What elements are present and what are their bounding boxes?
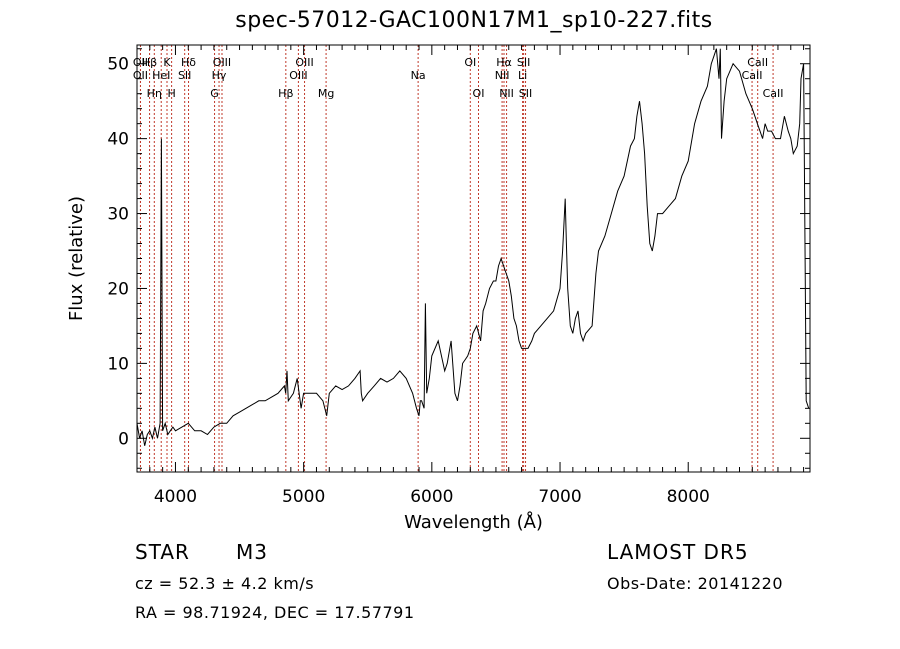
line-label: Hβ xyxy=(278,87,293,100)
line-label: SII xyxy=(517,56,530,69)
line-label: Hα xyxy=(496,56,512,69)
y-tick-label: 10 xyxy=(107,354,129,374)
line-label: CaII xyxy=(763,87,784,100)
line-label: OII xyxy=(133,69,148,82)
plot-frame xyxy=(136,44,811,473)
line-label: SII xyxy=(519,87,532,100)
axis-tick-labels: 4000 5000 6000 7000 8000 0 10 20 30 40 50 xyxy=(107,55,709,507)
line-label: SII xyxy=(178,69,191,82)
line-label: OI xyxy=(464,56,476,69)
spectral-line-markers xyxy=(139,45,774,472)
spectrum-line xyxy=(136,48,810,446)
line-label: HeI xyxy=(152,69,170,82)
line-label: Na xyxy=(411,69,426,82)
x-tick-label: 6000 xyxy=(410,487,453,507)
line-label: OII xyxy=(133,56,148,69)
line-label: CaII xyxy=(742,69,763,82)
redshift-velocity: cz = 52.3 ± 4.2 km/s xyxy=(135,574,315,593)
line-label: Hγ xyxy=(212,69,227,82)
y-tick-label: 20 xyxy=(107,279,129,299)
line-label: OI xyxy=(473,87,485,100)
line-label: Hη xyxy=(147,87,162,100)
line-label: K xyxy=(163,56,171,69)
line-label: NII xyxy=(495,69,510,82)
line-label: CaII xyxy=(747,56,768,69)
line-label: Hδ xyxy=(181,56,196,69)
coordinates: RA = 98.71924, DEC = 17.57791 xyxy=(135,603,415,622)
x-tick-label: 4000 xyxy=(154,487,197,507)
line-label: Mg xyxy=(318,87,334,100)
line-label: OIII xyxy=(295,56,313,69)
observation-date: Obs-Date: 20141220 xyxy=(607,574,784,593)
y-tick-label: 30 xyxy=(107,205,129,225)
axis-ticks xyxy=(137,45,810,472)
chart-title: spec-57012-GAC100N17M1_sp10-227.fits xyxy=(235,8,713,33)
x-tick-label: 7000 xyxy=(538,487,581,507)
y-axis-label: Flux (relative) xyxy=(66,196,87,321)
object-subclass: M3 xyxy=(236,540,268,564)
x-tick-label: 8000 xyxy=(667,487,710,507)
line-label: H xyxy=(167,87,175,100)
object-class: STAR xyxy=(135,540,190,564)
x-tick-label: 5000 xyxy=(282,487,325,507)
y-tick-label: 40 xyxy=(107,130,129,150)
y-tick-label: 50 xyxy=(107,55,129,75)
line-label: OIII xyxy=(213,56,231,69)
line-label: G xyxy=(210,87,219,100)
survey-name: LAMOST DR5 xyxy=(607,540,749,564)
line-label: Hβ xyxy=(142,56,157,69)
x-axis-label: Wavelength (Å) xyxy=(404,511,543,533)
line-label: OIII xyxy=(289,69,307,82)
line-label: NII xyxy=(499,87,514,100)
line-label: Li xyxy=(518,69,527,82)
y-tick-label: 0 xyxy=(118,429,129,449)
